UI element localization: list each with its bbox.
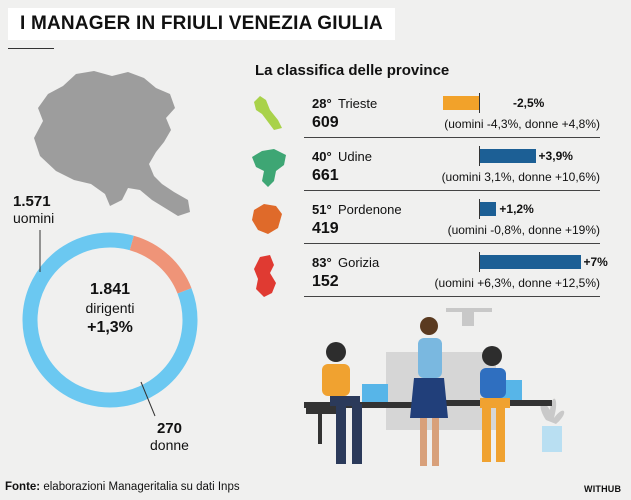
donut-slice-uomini [22, 232, 198, 408]
province-gender-detail: (uomini -4,3%, donne +4,8%) [444, 117, 600, 131]
zero-axis-tick [479, 199, 480, 219]
total-value: 1.841 [89, 281, 131, 298]
province-rank: 28° [312, 96, 332, 111]
men-label: 1.571 uomini [13, 193, 54, 227]
source-note: Fonte: elaborazioni Manageritalia su dat… [5, 481, 240, 493]
province-bar [479, 149, 536, 163]
province-map-udine-icon [252, 149, 286, 187]
source-label: Fonte: [5, 481, 41, 493]
row-divider [304, 296, 600, 297]
source-text: elaborazioni Manageritalia su dati Inps [43, 481, 240, 493]
women-label: 270 donne [150, 420, 189, 454]
total-change: +1,3% [87, 319, 133, 336]
province-map-gorizia-icon [254, 255, 276, 297]
ranking-title: La classifica delle province [255, 62, 450, 79]
province-gender-detail: (uomini 3,1%, donne +10,6%) [441, 170, 600, 184]
province-count: 152 [312, 273, 339, 290]
region-map-icon [34, 71, 190, 216]
donut-center: 1.841 dirigenti +1,3% [70, 280, 150, 337]
brand-logo: WITHUB [584, 484, 622, 494]
province-count: 661 [312, 167, 339, 184]
province-name: Pordenone [338, 202, 402, 217]
page-title-text: I MANAGER IN FRIULI VENEZIA GIULIA [20, 13, 383, 34]
province-map-pordenone-icon [252, 204, 282, 234]
men-text: uomini [13, 210, 55, 226]
province-rank: 51° [312, 202, 332, 217]
total-label: dirigenti [85, 300, 135, 316]
men-leader-line [39, 230, 41, 272]
province-bar [479, 255, 581, 269]
province-gender-detail: (uomini -0,8%, donne +19%) [447, 223, 600, 237]
province-map-trieste-icon [254, 96, 282, 130]
province-rank: 83° [312, 255, 332, 270]
donut-chart [22, 232, 198, 408]
province-name: Udine [338, 149, 372, 164]
title-rule [8, 48, 54, 49]
province-change-label: +1,2% [499, 202, 534, 216]
office-illustration [304, 308, 565, 466]
zero-axis-tick [479, 93, 480, 113]
donut-slice-donne [129, 235, 192, 294]
page-title: I MANAGER IN FRIULI VENEZIA GIULIA [8, 8, 395, 40]
zero-axis-tick [479, 252, 480, 272]
province-name: Gorizia [338, 255, 380, 270]
women-text: donne [150, 437, 189, 453]
row-divider [304, 190, 600, 191]
province-change-label: -2,5% [513, 96, 545, 110]
women-value: 270 [156, 420, 182, 437]
province-bar [479, 202, 497, 216]
women-leader-line [140, 381, 156, 417]
province-change-label: +3,9% [538, 149, 573, 163]
province-rank: 40° [312, 149, 332, 164]
province-gender-detail: (uomini +6,3%, donne +12,5%) [434, 276, 600, 290]
province-bar [442, 96, 479, 110]
men-value: 1.571 [13, 193, 51, 210]
row-divider [304, 243, 600, 244]
row-divider [304, 137, 600, 138]
province-name: Trieste [338, 96, 378, 111]
province-count: 419 [312, 220, 339, 237]
zero-axis-tick [479, 146, 480, 166]
province-change-label: +7% [583, 255, 608, 269]
province-count: 609 [312, 114, 339, 131]
